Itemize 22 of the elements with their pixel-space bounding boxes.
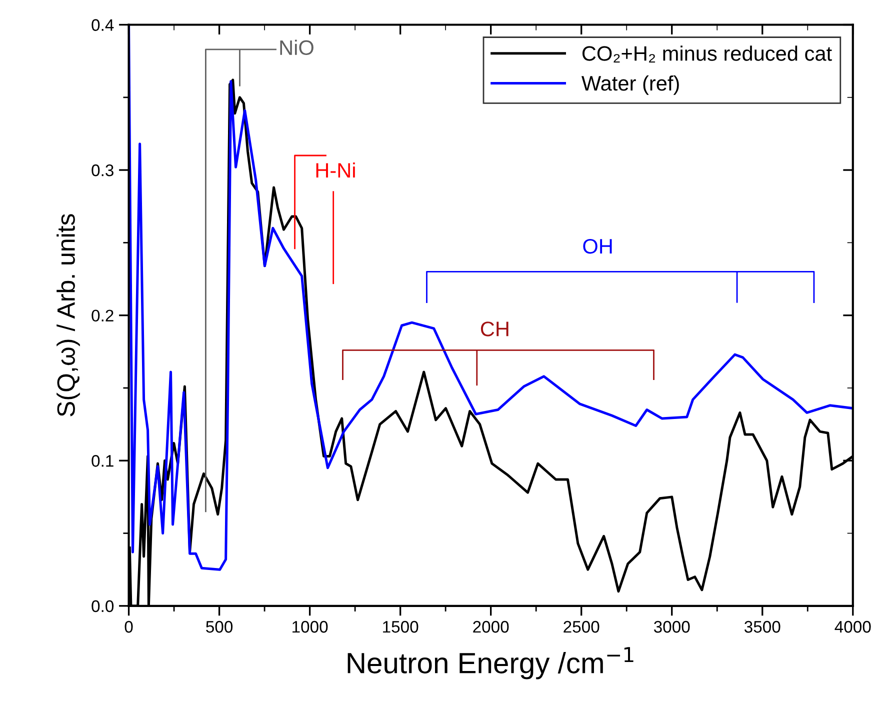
- y-axis-title: S(Q,ω) / Arb. units: [56, 214, 80, 416]
- annotation: CH: [480, 322, 508, 336]
- x-axis-title: Neutron Energy /cm$^{−1}$: [348, 647, 634, 680]
- legend-label: Water (ref): [582, 75, 679, 95]
- x-tick-label: 4000: [834, 620, 871, 633]
- legend-label: CO₂+H₂ minus reduced cat: [582, 46, 832, 62]
- x-tick-label: 2500: [564, 620, 600, 633]
- y-tick-label: 0.4: [92, 19, 114, 31]
- x-tick-label: 1000: [292, 620, 328, 633]
- x-tick-label: 3500: [744, 620, 780, 633]
- y-tick-label: 0.3: [92, 164, 114, 176]
- annotation: H-Ni: [316, 162, 355, 178]
- y-tick-label: 0.2: [92, 310, 114, 322]
- x-tick-label: 1500: [383, 620, 418, 633]
- annotation: OH: [583, 238, 612, 254]
- x-tick-label: 3000: [654, 620, 690, 633]
- y-tick-label: 0.1: [92, 455, 114, 467]
- annotation: NiO: [280, 40, 314, 56]
- x-tick-label: 500: [206, 620, 233, 633]
- x-tick-label: 0: [124, 620, 133, 633]
- x-tick-label: 2000: [473, 620, 509, 633]
- y-tick-label: 0.0: [92, 600, 114, 612]
